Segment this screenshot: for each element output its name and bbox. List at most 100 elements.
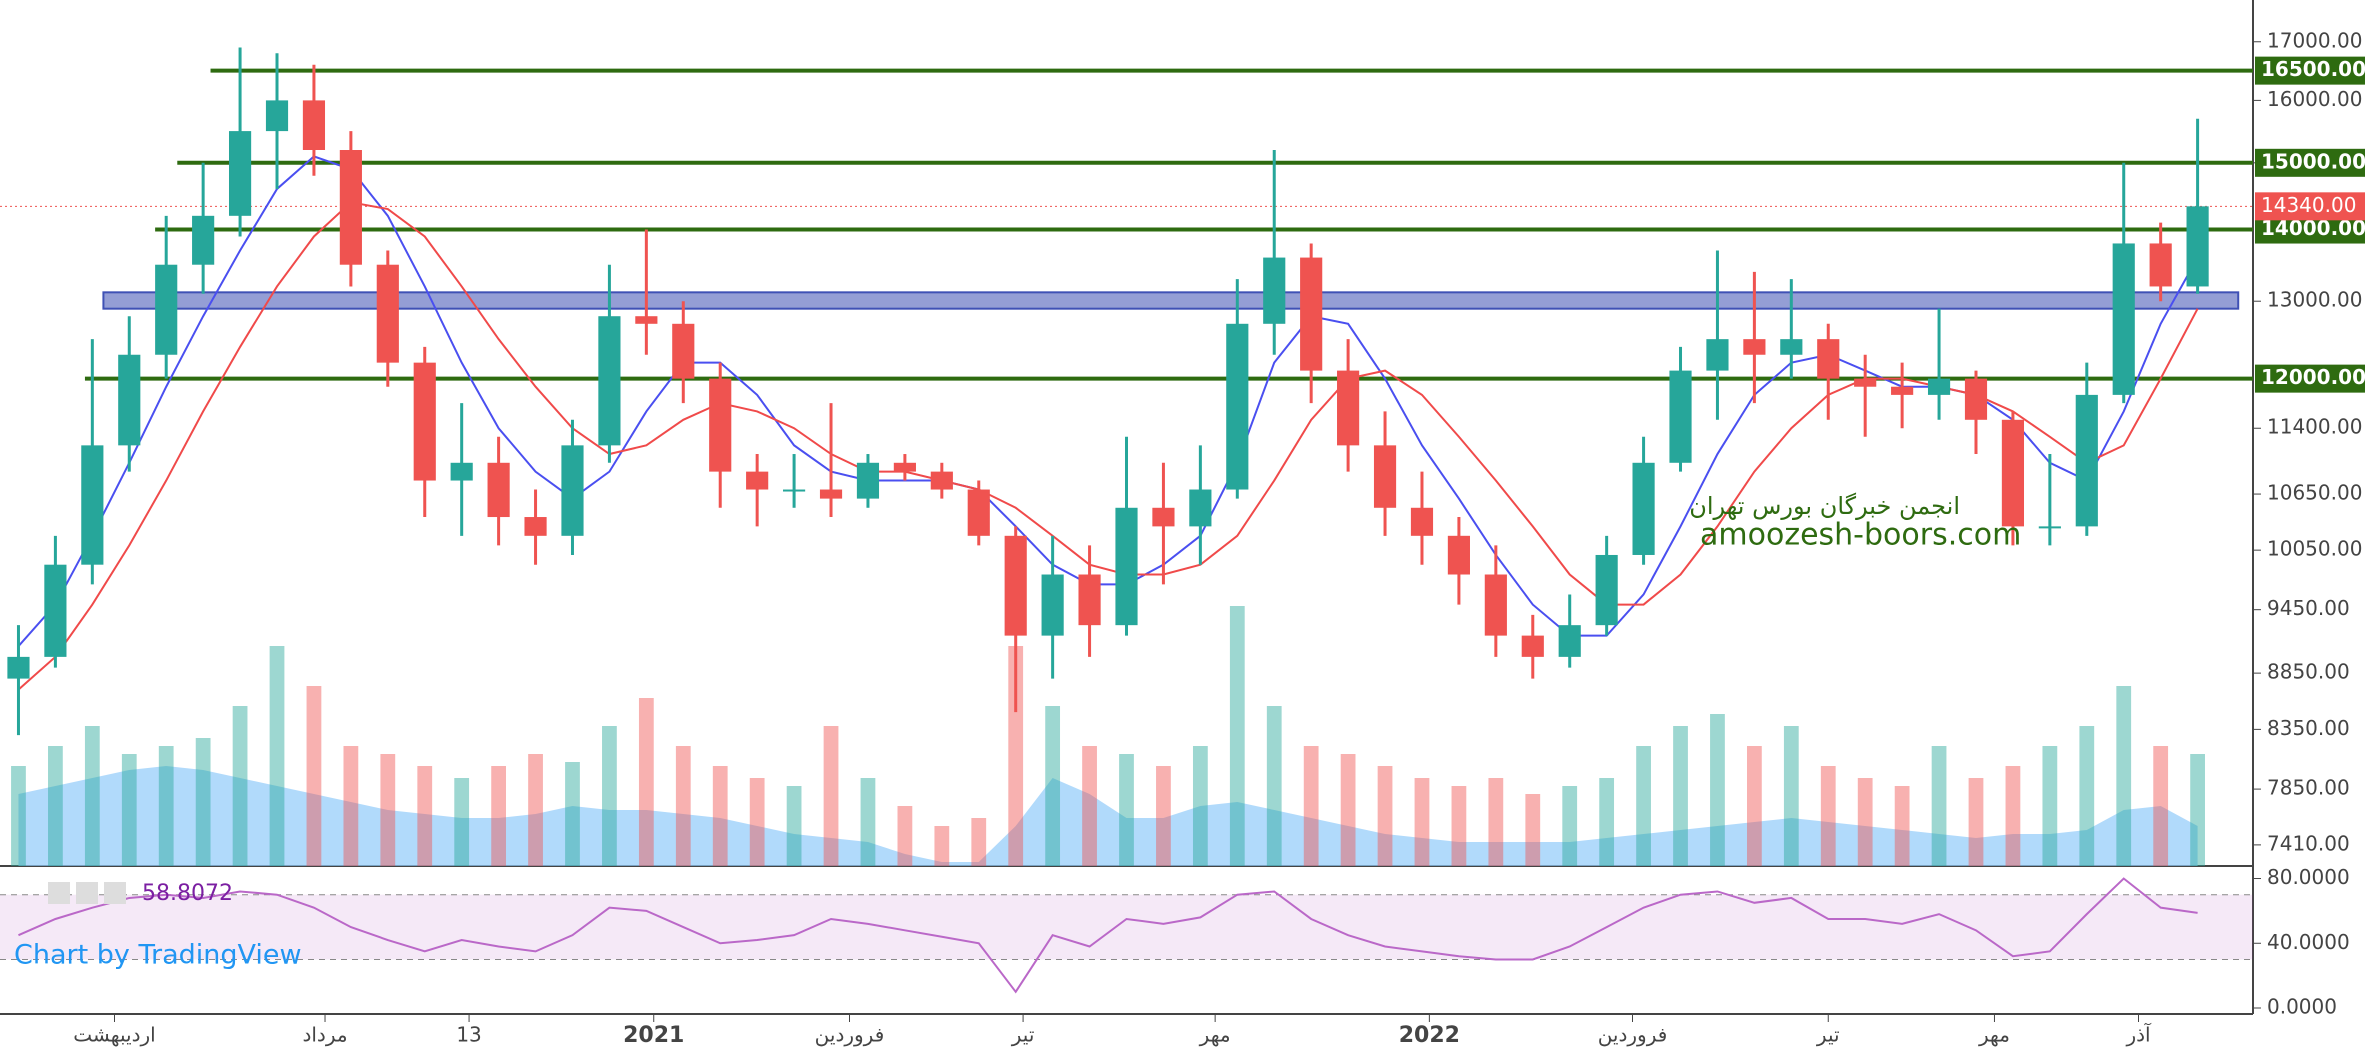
candle-body	[672, 323, 695, 379]
level-label: 15000.00	[2261, 149, 2366, 173]
candle-body	[930, 471, 953, 490]
volume-bar	[712, 766, 728, 866]
candle-body	[302, 100, 326, 151]
candle-body	[1041, 574, 1064, 636]
candle-body	[1780, 339, 1803, 355]
candle-body	[856, 462, 880, 499]
volume-bar	[1562, 786, 1578, 866]
volume-bar	[1303, 746, 1319, 866]
candle-body	[7, 656, 30, 679]
x-tick-label: اردیبهشت	[73, 1023, 155, 1047]
candle-body	[265, 100, 289, 132]
y-tick-label: 11400.00	[2267, 415, 2362, 439]
candle-body	[1669, 370, 1692, 463]
candle-body	[1595, 554, 1618, 626]
candle-body	[1706, 339, 1729, 371]
volume-bar	[602, 726, 617, 866]
candle-body	[1337, 370, 1360, 446]
candle-body	[1817, 339, 1840, 379]
volume-bar	[1192, 746, 1208, 866]
volume-bar	[1229, 606, 1245, 866]
x-tick-label: فروردین	[1598, 1023, 1668, 1047]
volume-bar	[1931, 746, 1947, 866]
volume-bar	[306, 686, 322, 866]
rsi-tick-label: 40.0000	[2267, 930, 2350, 954]
level-label: 16500.00	[2261, 57, 2366, 81]
rsi-tick-label: 80.0000	[2267, 865, 2350, 889]
candle-body	[783, 489, 806, 492]
volume-bar	[1599, 778, 1615, 866]
volume-bar	[454, 778, 470, 866]
x-tick-label: فروردین	[815, 1023, 885, 1047]
volume-bar	[1636, 746, 1651, 866]
candle-body	[819, 489, 843, 499]
x-tick-label: تیر	[1816, 1023, 1840, 1047]
candle-body	[118, 354, 141, 446]
y-tick-label: 9450.00	[2267, 596, 2350, 620]
level-label-box	[2255, 148, 2365, 177]
y-tick-label: 17000.00	[2267, 28, 2362, 52]
rsi-band	[0, 894, 2253, 960]
x-tick-label: مهر	[1978, 1023, 2010, 1047]
icon[interactable]	[76, 882, 98, 904]
volume-bar	[1894, 786, 1910, 866]
volume-bar	[158, 746, 174, 866]
volume-bar	[2116, 686, 2132, 866]
volume-bar	[1008, 646, 1024, 866]
candle-body	[1484, 574, 1507, 636]
candle-body	[1447, 535, 1470, 575]
volume-bar	[1377, 766, 1393, 866]
candle-body	[1410, 507, 1434, 536]
candle-body	[450, 462, 473, 481]
x-tick-label: مهر	[1199, 1023, 1231, 1047]
volume-bar	[1673, 726, 1688, 866]
rsi-tick-label: 0.0000	[2267, 995, 2337, 1019]
volume-bar	[269, 646, 285, 866]
y-tick-label: 10650.00	[2267, 481, 2362, 505]
volume-bar	[749, 778, 765, 866]
y-tick-label: 8350.00	[2267, 716, 2350, 740]
volume-bar	[528, 754, 543, 866]
x-tick-label: 2021	[623, 1023, 684, 1048]
volume-bar	[786, 786, 802, 866]
x-tick-label: مرداد	[302, 1023, 347, 1047]
y-tick-label: 7850.00	[2267, 776, 2350, 800]
candle-body	[1078, 574, 1101, 626]
y-tick-label: 16000.00	[2267, 87, 2362, 111]
volume-bar	[1783, 726, 1799, 866]
icon[interactable]	[104, 882, 126, 904]
volume-bar	[417, 766, 433, 866]
y-tick-label: 10050.00	[2267, 537, 2362, 561]
candle-body	[1004, 535, 1027, 636]
icon[interactable]	[48, 882, 70, 904]
candle-body	[2038, 526, 2061, 529]
volume-bar	[1820, 766, 1836, 866]
volume-bar	[195, 738, 211, 866]
candle-body	[1115, 507, 1138, 626]
x-tick-label: 13	[456, 1023, 481, 1047]
volume-bar	[491, 766, 507, 866]
volume-bar	[2079, 726, 2095, 866]
volume-bar	[11, 766, 26, 866]
watermark-site: amoozesh-boors.com	[1700, 518, 2021, 553]
volume-bar	[1968, 778, 1984, 866]
candle-body	[1891, 386, 1914, 395]
x-tick-label: تیر	[1011, 1023, 1035, 1047]
candle-body	[1300, 257, 1323, 371]
candle-body	[2149, 243, 2172, 287]
x-tick-label: 2022	[1399, 1023, 1460, 1048]
volume-bar	[1451, 786, 1467, 866]
candle-body	[81, 445, 104, 565]
volume-bar	[1710, 714, 1725, 866]
candle-body	[1927, 378, 1951, 395]
y-tick-label: 7410.00	[2267, 831, 2350, 855]
volume-bar	[1746, 746, 1762, 866]
volume-bar	[1045, 706, 1061, 866]
candle-body	[967, 489, 990, 536]
volume-bar	[1857, 778, 1873, 866]
volume-bar	[934, 826, 950, 866]
volume-bar	[84, 726, 100, 866]
x-tick-label: آذر	[2125, 1022, 2152, 1047]
